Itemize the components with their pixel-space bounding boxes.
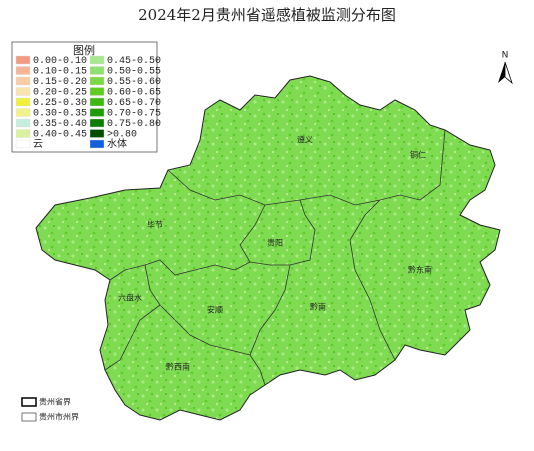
legend-label: 0.30-0.35 [33, 109, 87, 120]
legend-label: 0.25-0.30 [33, 98, 87, 109]
legend-swatch [15, 108, 31, 117]
legend-swatch [15, 129, 31, 138]
region-label: 贵阳 [267, 238, 283, 248]
legend-swatch [15, 139, 31, 149]
region-label: 毕节 [147, 220, 163, 230]
legend-label: 0.65-0.70 [107, 98, 161, 109]
legend-swatch [89, 97, 105, 107]
legend-label: 0.70-0.75 [107, 109, 161, 120]
legend-swatch [89, 129, 105, 138]
legend-swatch [15, 97, 31, 107]
legend-swatch [89, 139, 105, 149]
region-label: 黔东南 [408, 265, 432, 275]
region-label: 六盘水 [118, 293, 142, 303]
legend-label: 0.45-0.50 [107, 56, 161, 67]
north-label: N [502, 51, 509, 61]
region-label: 遵义 [297, 135, 313, 145]
legend-label: 0.00-0.10 [33, 56, 87, 67]
legend-title: 图例 [73, 43, 95, 58]
legend-label: 0.15-0.20 [33, 77, 87, 88]
legend-label: 0.55-0.60 [107, 77, 161, 88]
legend: 0.00-0.100.10-0.150.15-0.200.20-0.250.25… [15, 55, 161, 151]
legend-label: 0.20-0.25 [33, 88, 87, 99]
legend-swatch [89, 66, 105, 75]
prefecture-border-key [21, 412, 37, 422]
legend-box [11, 41, 158, 153]
legend-swatch [15, 66, 31, 75]
map-title: 2024年2月贵州省遥感植被监测分布图 [138, 6, 396, 24]
legend-swatch [15, 118, 31, 128]
arrow-right [504, 61, 513, 85]
boundary-label: 贵州省界 [39, 397, 71, 407]
region-label: 黔西南 [166, 362, 190, 372]
legend-label: 0.40-0.45 [33, 130, 87, 141]
legend-label: 0.50-0.55 [107, 67, 161, 78]
legend-label: 0.10-0.15 [33, 67, 87, 78]
region-label: 铜仁 [410, 150, 426, 160]
legend-swatch [15, 76, 31, 86]
region-label: 黔南 [310, 302, 326, 312]
boundary-label: 贵州市州界 [39, 412, 79, 422]
legend-swatch [15, 55, 31, 65]
arrow-left [498, 62, 505, 83]
prefecture-borders [104, 129, 446, 386]
north-arrow: N [498, 51, 513, 85]
legend-label: 水体 [107, 138, 127, 151]
province-border-key [21, 397, 37, 407]
legend-swatch [89, 108, 105, 117]
legend-swatch [89, 76, 105, 86]
legend-label: 云 [33, 139, 43, 151]
legend-label: >0.80 [107, 130, 137, 141]
province [35, 75, 501, 421]
region-label: 安顺 [207, 305, 223, 315]
legend-swatch [89, 87, 105, 96]
legend-label: 0.35-0.40 [33, 119, 87, 130]
legend-swatch [89, 55, 105, 65]
legend-label: 0.60-0.65 [107, 88, 161, 99]
legend-swatch [15, 87, 31, 96]
legend-label: 0.75-0.80 [107, 119, 161, 130]
legend-swatch [89, 118, 105, 128]
